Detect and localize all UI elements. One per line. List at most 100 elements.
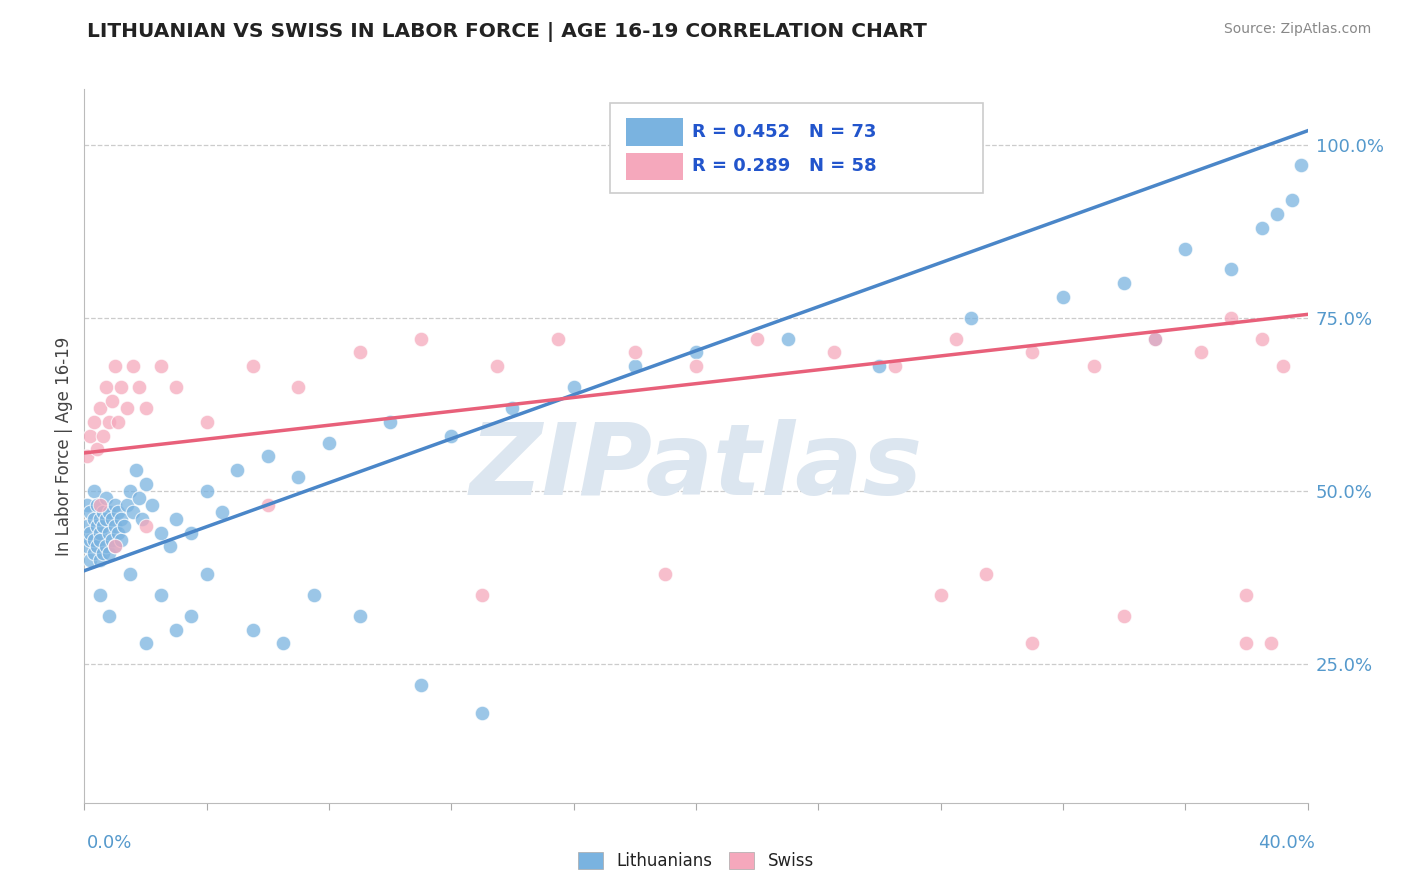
Point [120, 483, 142, 498]
Point [226, 463, 249, 477]
Point [1234, 588, 1257, 602]
Point [1143, 332, 1166, 346]
Point [1272, 359, 1295, 374]
Point [624, 345, 647, 359]
Y-axis label: In Labor Force | Age 16-19: In Labor Force | Age 16-19 [55, 336, 73, 556]
Point [1281, 193, 1303, 207]
Point [86, 518, 108, 533]
Point [83, 512, 105, 526]
Point [318, 435, 340, 450]
Point [104, 540, 127, 554]
Point [242, 623, 264, 637]
Point [823, 345, 845, 359]
Text: ZIPatlas: ZIPatlas [470, 419, 922, 516]
Point [91, 518, 114, 533]
Point [110, 380, 132, 394]
Point [165, 512, 187, 526]
Point [79, 533, 101, 547]
Point [180, 525, 202, 540]
Point [211, 505, 233, 519]
FancyBboxPatch shape [626, 153, 682, 180]
Point [135, 401, 157, 415]
Point [97, 525, 120, 540]
Point [1143, 332, 1166, 346]
Point [945, 332, 967, 346]
Point [107, 525, 129, 540]
Point [104, 498, 127, 512]
Point [242, 359, 264, 374]
Point [86, 498, 108, 512]
Point [79, 553, 101, 567]
Point [1220, 262, 1243, 277]
Point [409, 678, 432, 692]
Point [471, 706, 494, 720]
Legend: Lithuanians, Swiss: Lithuanians, Swiss [571, 845, 821, 877]
FancyBboxPatch shape [626, 119, 682, 145]
Point [1291, 158, 1313, 172]
Point [257, 450, 280, 464]
Text: R = 0.452   N = 73: R = 0.452 N = 73 [692, 123, 877, 141]
Point [141, 498, 163, 512]
Point [89, 525, 111, 540]
Point [1114, 608, 1136, 623]
Point [409, 332, 432, 346]
Point [1234, 636, 1257, 650]
Point [107, 415, 129, 429]
Point [94, 512, 117, 526]
Point [104, 359, 127, 374]
Point [502, 401, 524, 415]
Point [1260, 636, 1282, 650]
Point [101, 512, 124, 526]
Point [112, 518, 135, 533]
Point [101, 394, 124, 409]
Point [159, 540, 181, 554]
Point [91, 505, 114, 519]
Point [349, 345, 371, 359]
Point [302, 588, 325, 602]
Point [83, 546, 105, 560]
Point [107, 505, 129, 519]
Point [271, 636, 294, 650]
Point [94, 380, 117, 394]
Point [165, 380, 187, 394]
Point [1220, 310, 1243, 325]
Point [115, 498, 138, 512]
Text: LITHUANIAN VS SWISS IN LABOR FORCE | AGE 16-19 CORRELATION CHART: LITHUANIAN VS SWISS IN LABOR FORCE | AGE… [87, 22, 927, 42]
Point [1265, 207, 1288, 221]
Point [83, 415, 105, 429]
Point [83, 533, 105, 547]
Point [562, 380, 585, 394]
Text: 0.0%: 0.0% [87, 834, 132, 852]
Point [440, 428, 463, 442]
Point [76, 498, 98, 512]
Point [135, 477, 157, 491]
Point [869, 359, 891, 374]
Point [97, 608, 120, 623]
Point [89, 401, 111, 415]
Point [1083, 359, 1105, 374]
Point [1250, 332, 1272, 346]
Point [89, 498, 111, 512]
Point [86, 442, 108, 457]
Point [380, 415, 402, 429]
Point [97, 505, 120, 519]
Point [101, 533, 124, 547]
Point [960, 310, 983, 325]
Point [115, 401, 138, 415]
Point [122, 505, 145, 519]
Point [79, 525, 101, 540]
Point [86, 540, 108, 554]
Point [976, 567, 998, 582]
Point [125, 463, 148, 477]
Point [149, 359, 172, 374]
Point [257, 498, 280, 512]
Point [776, 332, 799, 346]
Point [79, 505, 101, 519]
Point [94, 491, 117, 505]
Point [128, 380, 150, 394]
Point [79, 428, 101, 442]
Point [83, 483, 105, 498]
Point [547, 332, 569, 346]
Text: 40.0%: 40.0% [1258, 834, 1315, 852]
Point [471, 588, 494, 602]
